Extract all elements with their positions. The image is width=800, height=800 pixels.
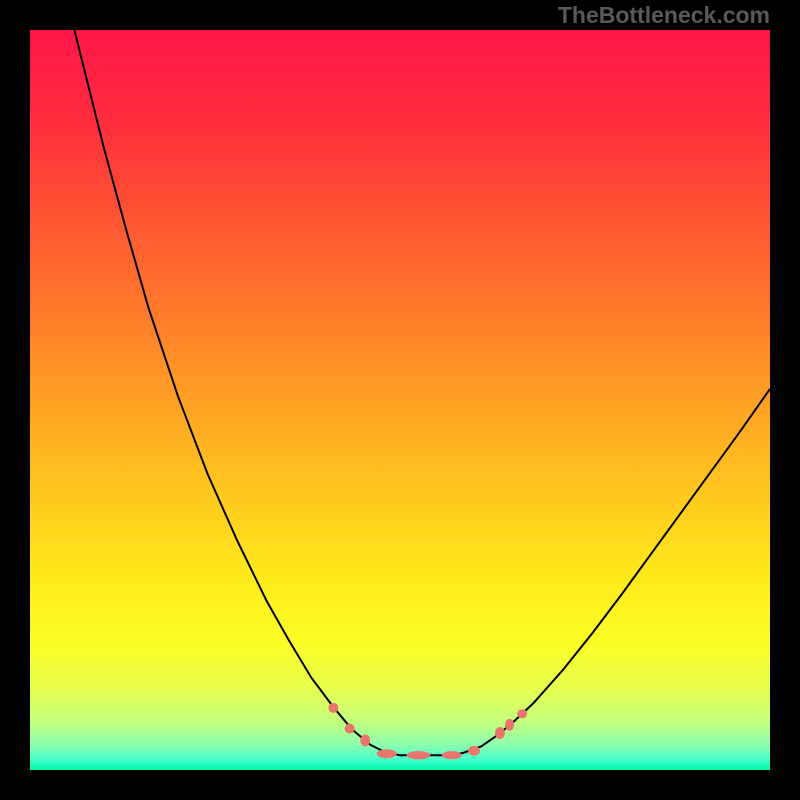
data-marker xyxy=(328,703,338,713)
chart-frame: TheBottleneck.com xyxy=(0,0,800,800)
data-marker xyxy=(495,727,505,739)
data-marker xyxy=(468,746,480,756)
gradient-background xyxy=(30,30,770,770)
data-marker xyxy=(345,724,355,734)
data-marker xyxy=(407,751,431,759)
data-marker xyxy=(377,749,397,758)
watermark-text: TheBottleneck.com xyxy=(558,2,770,29)
bottleneck-chart xyxy=(30,30,770,770)
plot-area xyxy=(30,30,770,770)
data-marker xyxy=(505,719,514,731)
data-marker xyxy=(442,751,462,759)
data-marker xyxy=(360,734,370,746)
data-marker xyxy=(517,709,527,718)
